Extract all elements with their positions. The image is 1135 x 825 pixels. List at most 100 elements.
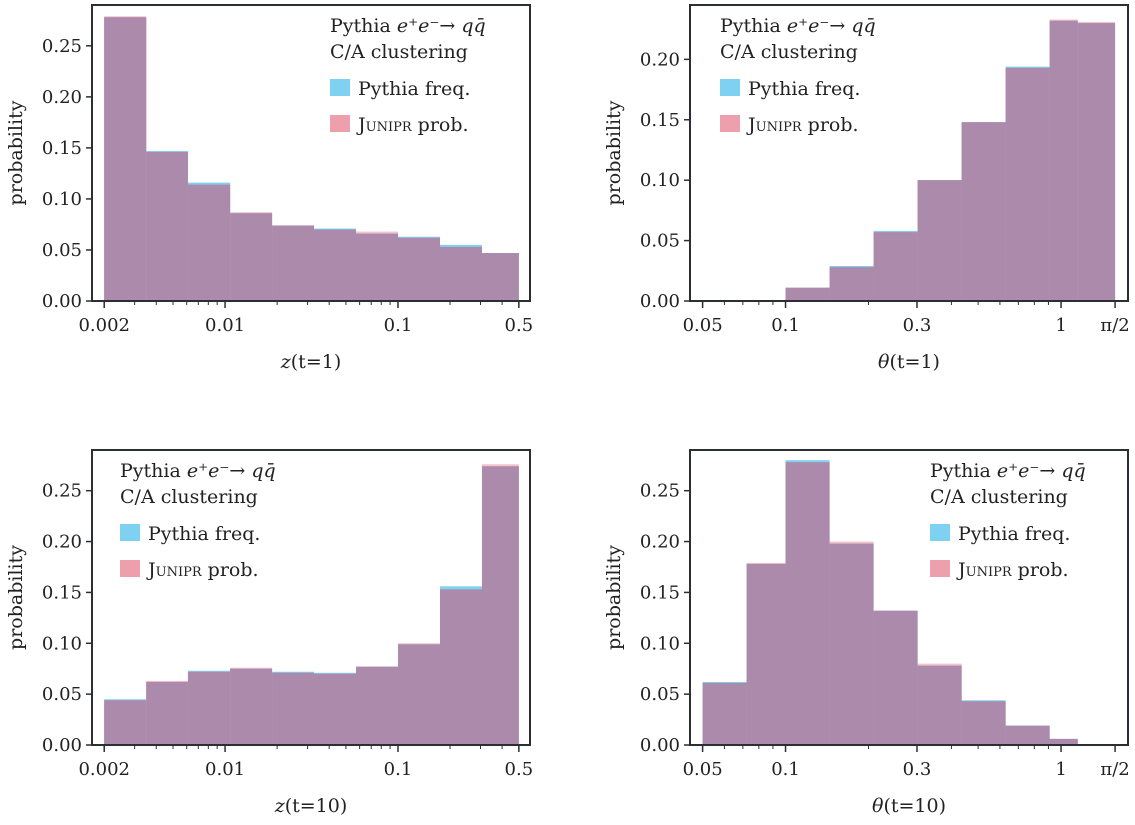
overlap [104,17,519,301]
y-tick-label: 0.25 [640,481,680,502]
bar-overlap [961,701,1006,745]
bar-overlap [1005,725,1050,745]
legend-entry: Junipr prob. [746,114,859,136]
x-tick-label: 0.3 [903,315,932,336]
y-tick-label: 0.10 [42,633,82,654]
bar-overlap [702,682,747,745]
x-tick-label: 1 [1055,315,1066,336]
y-tick-label: 0.05 [640,684,680,705]
y-tick-label: 0.00 [42,291,82,312]
legend: Pythia e⁺e⁻→ qq̄ C/A clustering Pythia fre… [330,15,486,136]
bar-overlap [104,17,147,301]
x-tick-label: 1 [1055,759,1066,780]
legend-swatch [120,560,140,577]
x-tick-label: 0.002 [78,759,130,780]
x-axis-label: θ(t=1) [878,351,940,373]
x-axis-label: z(t=10) [274,795,348,817]
bar-overlap [440,589,482,745]
bar-overlap [785,462,830,745]
legend-swatch [330,79,350,96]
y-tick-label: 0.10 [640,633,680,654]
y-tick-label: 0.00 [640,291,680,312]
x-tick-label: 0.5 [505,759,534,780]
y-tick-label: 0.20 [640,532,680,553]
x-tick-label: 0.3 [903,759,932,780]
legend-title-line2: C/A clustering [120,486,258,508]
legend-title-line1: Pythia e⁺e⁻→ qq̄ [330,15,486,37]
bar-overlap [230,668,273,745]
y-tick-label: 0.10 [640,170,680,191]
bar-overlap [785,287,830,301]
y-tick-label: 0.15 [42,582,82,603]
legend-swatch [720,79,740,96]
panel-3: 0.00 0.05 0.10 0.15 0.20 0.25 0.002 0.01 0.1 0.5 z… [5,449,534,817]
x-tick-label: 0.1 [384,759,413,780]
axes-frame [689,4,1129,302]
legend-title-line2: C/A clustering [930,486,1068,508]
bar-overlap [272,672,315,745]
x-tick-label: 0.05 [683,315,723,336]
overlap [702,462,1078,745]
bar-overlap [146,681,188,745]
x-tick-label: π/2 [1100,759,1129,780]
bar-overlap [104,700,147,745]
y-tick-label: 0.00 [640,735,680,756]
y-tick-label: 0.15 [640,582,680,603]
legend: Pythia e⁺e⁻→ qq̄ C/A clustering Pythia fre… [120,460,276,581]
y-axis-label: probability [5,545,27,650]
bar-overlap [146,151,188,301]
legend-title-line1: Pythia e⁺e⁻→ qq̄ [930,460,1086,482]
x-axis-label: z(t=1) [280,351,341,373]
bar-overlap [272,225,315,301]
y-tick-label: 0.20 [640,49,680,70]
overlap [785,20,1116,302]
legend-title-line2: C/A clustering [720,41,858,63]
bar-overlap [746,563,786,745]
y-axis-label: probability [5,100,27,205]
panel-2: 0.000.050.100.150.200.05 0.1 0.3 1 π/2θ(t=1)… [603,4,1130,373]
legend: Pythia e⁺e⁻→ qq̄ C/A clustering Pythia fre… [720,15,876,136]
legend-swatch [330,115,350,132]
y-tick-label: 0.05 [42,240,82,261]
bar-overlap [314,673,357,745]
legend-entry: Junipr prob. [356,114,469,136]
y-tick-label: 0.20 [42,87,82,108]
y-tick-label: 0.25 [42,36,82,57]
legend: Pythia e⁺e⁻→ qq̄ C/A clustering Pythia fre… [930,460,1086,581]
overlap [104,466,519,745]
legend-entry: Pythia freq. [148,523,260,545]
bar-overlap [397,644,441,745]
x-tick-label: 0.1 [771,759,800,780]
axes-frame [689,449,1129,746]
legend-entry: Junipr prob. [956,559,1069,581]
x-tick-label: 0.1 [384,315,413,336]
axes-frame [91,449,531,746]
bar-overlap [440,246,482,301]
bar-overlap [356,233,398,301]
legend-title-line1: Pythia e⁺e⁻→ qq̄ [720,15,876,37]
bar-overlap [1005,67,1050,301]
bar-overlap [1077,23,1116,302]
bar-overlap [481,253,519,301]
bar-overlap [873,610,918,745]
bar-overlap [961,122,1006,301]
legend-swatch [720,115,740,132]
axes-frame [91,4,531,302]
legend-entry: Junipr prob. [146,559,259,581]
y-tick-label: 0.10 [42,189,82,210]
bar-overlap [829,543,874,745]
bar-overlap [187,184,231,301]
legend-swatch [930,560,950,577]
legend-swatch [930,524,950,541]
x-axis-label: θ(t=10) [872,795,946,817]
x-tick-label: 0.01 [205,759,245,780]
y-tick-label: 0.00 [42,735,82,756]
legend-swatch [120,524,140,541]
bar-overlap [397,237,441,301]
bar-overlap [873,232,918,301]
bar-overlap [1049,20,1078,302]
y-tick-label: 0.05 [640,231,680,252]
bar-overlap [356,666,398,745]
y-tick-label: 0.15 [640,110,680,131]
